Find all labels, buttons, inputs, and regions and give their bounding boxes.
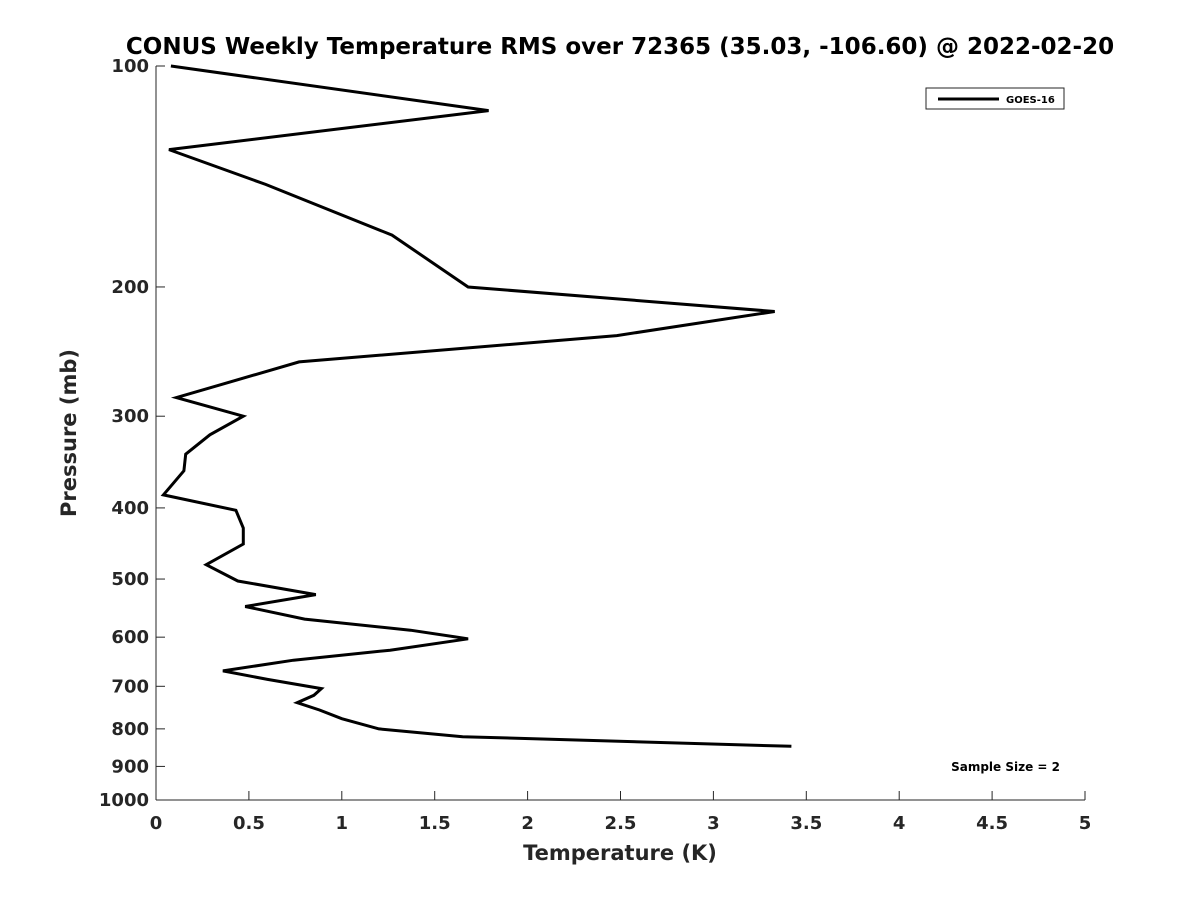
plot-area [155,66,1085,801]
y-tick-label: 100 [111,56,149,77]
x-tick-label: 4 [893,813,906,834]
x-tick-label: 3 [707,813,720,834]
series-line-goes-16 [160,64,792,748]
y-tick-label: 900 [111,756,149,777]
x-tick-label: 1.5 [419,813,451,834]
y-tick-label: 200 [111,277,149,298]
x-tick-label: 4.5 [976,813,1008,834]
x-tick-label: 2.5 [605,813,637,834]
legend: GOES-16 [925,87,1065,110]
x-tick-label: 3.5 [790,813,822,834]
y-tick-label: 600 [111,627,149,648]
legend-label-goes-16: GOES-16 [1006,95,1055,106]
y-tick-label: 700 [111,676,149,697]
y-tick-label: 300 [111,406,149,427]
x-tick-label: 2 [521,813,534,834]
y-tick-label: 400 [111,498,149,519]
y-axis-ticks: 100 200 300 400 500 600 700 800 900 1000 [99,56,165,811]
chart-title: CONUS Weekly Temperature RMS over 72365 … [126,34,1114,60]
x-axis-ticks: 0 0.5 1 1.5 2 2.5 3 3.5 4 4.5 5 [150,791,1092,834]
x-tick-label: 0 [150,813,163,834]
y-axis-label: Pressure (mb) [57,349,81,517]
y-tick-label: 1000 [99,790,149,811]
y-tick-label: 500 [111,569,149,590]
x-tick-label: 1 [336,813,349,834]
sample-size-annotation: Sample Size = 2 [951,760,1060,774]
x-tick-label: 0.5 [233,813,265,834]
x-axis-label: Temperature (K) [523,841,717,865]
y-tick-label: 800 [111,719,149,740]
x-tick-label: 5 [1079,813,1092,834]
series-layer [160,64,792,748]
